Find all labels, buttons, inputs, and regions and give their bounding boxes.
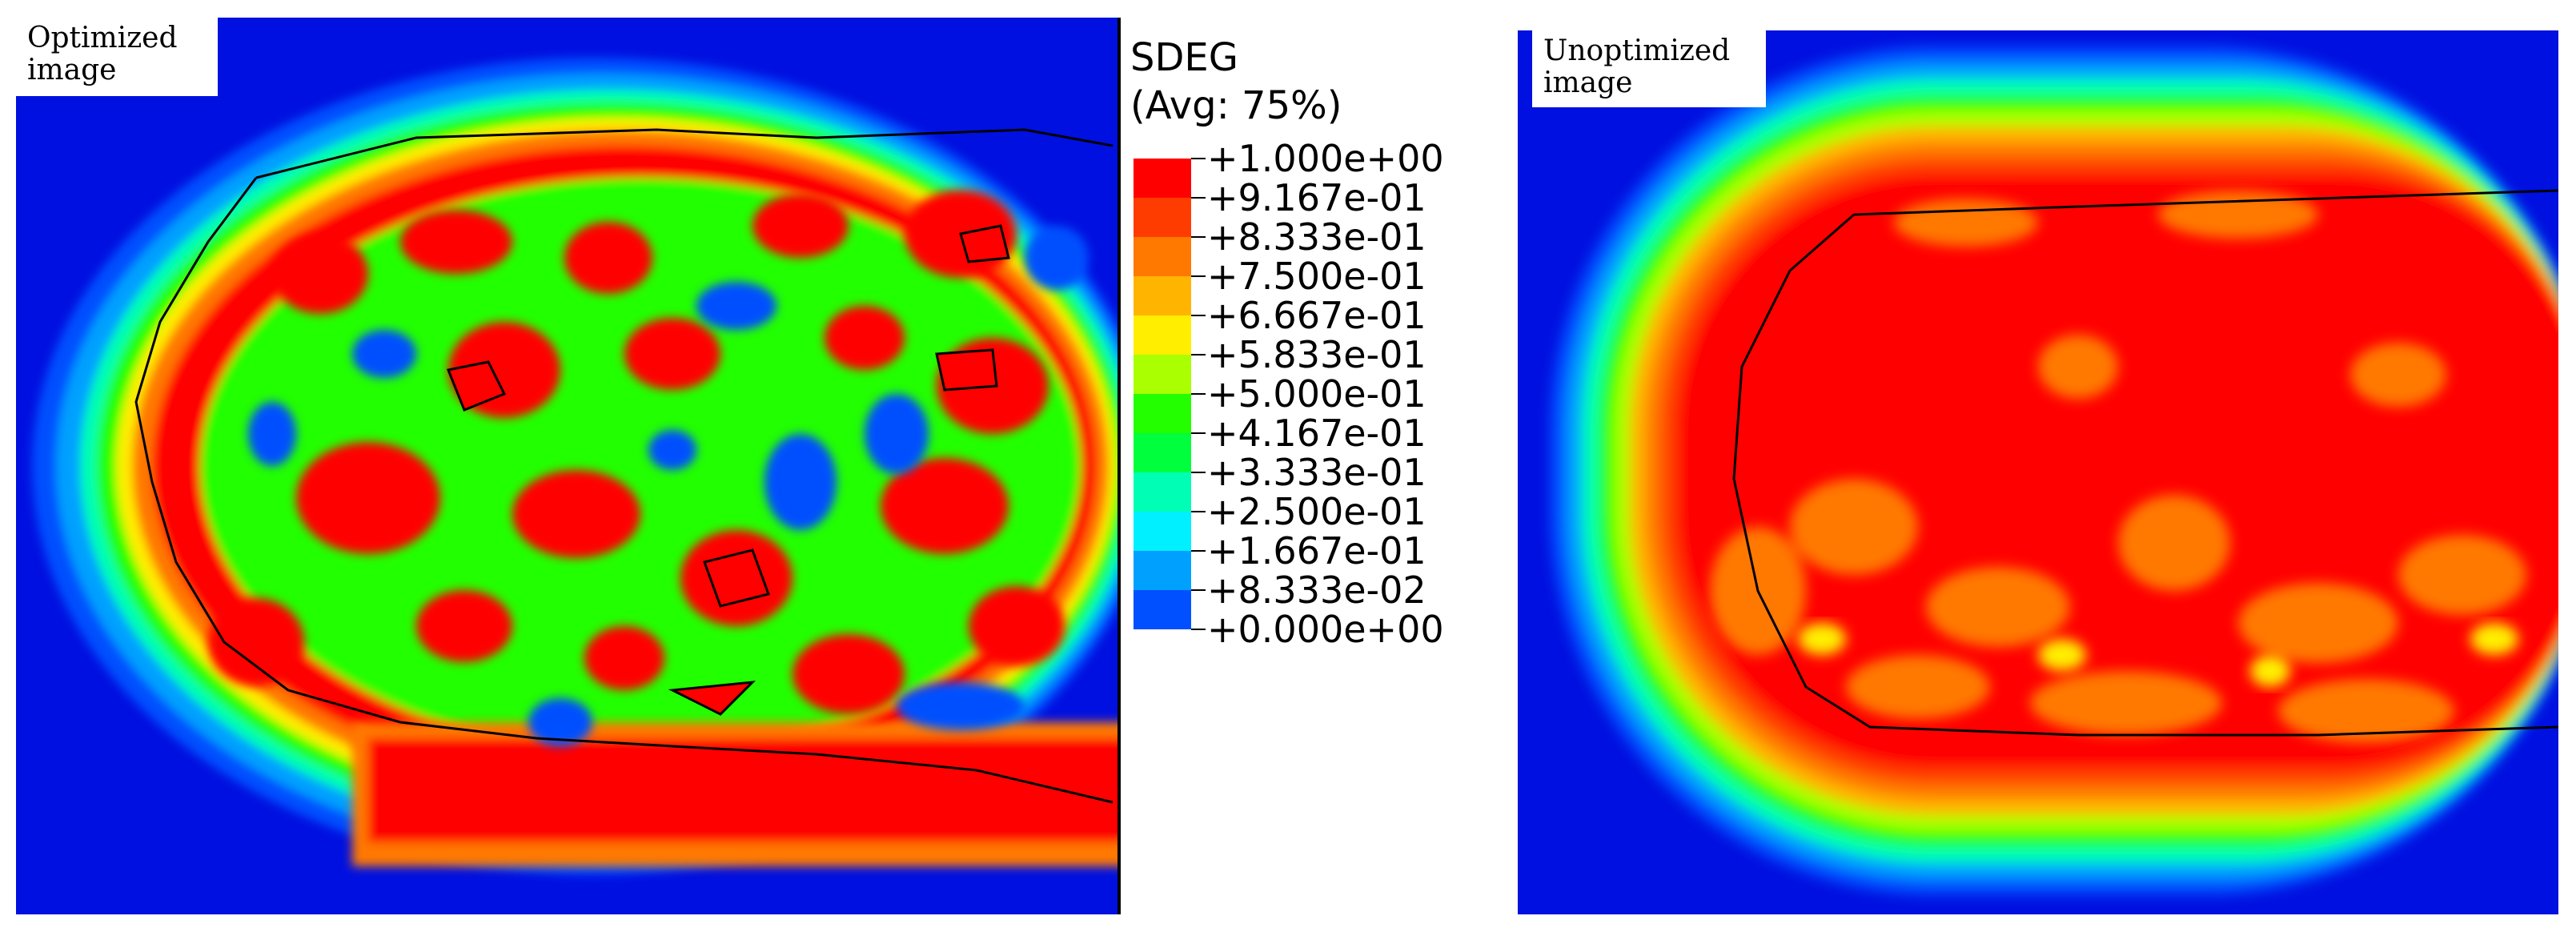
- legend-swatch: [1134, 551, 1191, 590]
- legend-tick: [1191, 158, 1206, 159]
- legend-tick: [1191, 472, 1206, 473]
- legend-tick: [1191, 354, 1206, 356]
- legend-level-label: +1.667e-01: [1207, 529, 1426, 572]
- legend-swatch: [1134, 159, 1191, 198]
- legend-level-label: +0.000e+00: [1207, 608, 1444, 651]
- legend-swatch: [1134, 590, 1191, 629]
- optimized-image-label: Optimized image: [16, 18, 218, 96]
- sdeg-legend: SDEG (Avg: 75%) +1.000e+00 +9.167e-01 +8.3…: [1127, 29, 1511, 653]
- legend-tick: [1191, 197, 1206, 199]
- legend-level-label: +2.500e-01: [1207, 490, 1426, 533]
- legend-tick: [1191, 393, 1206, 395]
- legend-swatch: [1134, 355, 1191, 394]
- unoptimized-contour-plot: [1518, 30, 2558, 914]
- legend-level-label: +5.833e-01: [1207, 333, 1426, 376]
- legend-swatch: [1134, 472, 1191, 512]
- legend-tick: [1191, 511, 1206, 512]
- legend-swatch: [1134, 394, 1191, 433]
- legend-level-label: +3.333e-01: [1207, 451, 1426, 494]
- optimized-contour-plot: [16, 18, 1121, 914]
- legend-swatch: [1134, 512, 1191, 551]
- legend-level-label: +8.333e-02: [1207, 568, 1426, 612]
- legend-tick: [1191, 275, 1206, 277]
- legend-level-label: +4.167e-01: [1207, 412, 1426, 455]
- optimized-contour-svg: [16, 18, 1121, 914]
- legend-tick: [1191, 236, 1206, 238]
- legend-variable: SDEG: [1130, 35, 1238, 80]
- legend-tick: [1191, 432, 1206, 434]
- legend-tick: [1191, 550, 1206, 552]
- legend-level-label: +8.333e-01: [1207, 215, 1426, 259]
- legend-averaging: (Avg: 75%): [1130, 83, 1342, 128]
- legend-tick: [1191, 589, 1206, 591]
- legend-swatch: [1134, 433, 1191, 472]
- unoptimized-contour-svg: [1518, 30, 2558, 914]
- legend-swatch: [1134, 315, 1191, 355]
- legend-swatch: [1134, 237, 1191, 276]
- unoptimized-image-label: Unoptimized image: [1532, 30, 1766, 107]
- panel-divider: [1117, 18, 1121, 914]
- legend-level-label: +6.667e-01: [1207, 294, 1426, 337]
- legend-level-label: +9.167e-01: [1207, 176, 1426, 219]
- legend-title: SDEG (Avg: 75%): [1130, 34, 1342, 130]
- legend-tick: [1191, 315, 1206, 316]
- legend-tick: [1191, 629, 1206, 630]
- legend-swatch: [1134, 276, 1191, 315]
- legend-swatch: [1134, 198, 1191, 237]
- legend-level-label: +7.500e-01: [1207, 255, 1426, 298]
- legend-level-label: +1.000e+00: [1207, 137, 1444, 180]
- legend-level-label: +5.000e-01: [1207, 372, 1426, 416]
- legend-color-bar: [1134, 159, 1191, 629]
